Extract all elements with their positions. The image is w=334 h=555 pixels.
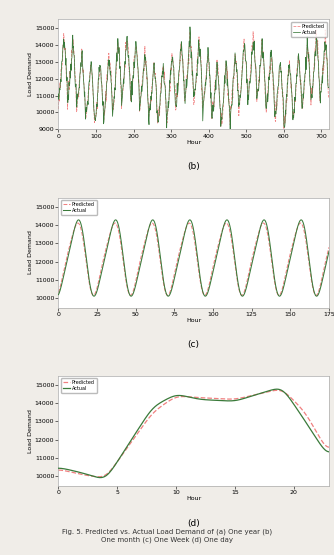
Actual (228, 126, 232, 133)
Predicted (143, 239, 147, 246)
X-axis label: Hour: Hour (186, 140, 201, 145)
Predicted (56, 105, 60, 112)
Predicted (153, 223, 157, 230)
Line: Actual: Actual (58, 389, 329, 478)
Actual (315, 293, 319, 300)
Predicted (218, 395, 222, 402)
Actual (56, 90, 60, 97)
Actual (56, 291, 60, 298)
Predicted (125, 284, 129, 290)
Legend: Predicted, Actual: Predicted, Actual (291, 22, 327, 37)
Actual (322, 445, 326, 452)
Actual (229, 227, 233, 234)
Actual (153, 219, 157, 226)
Predicted (229, 232, 233, 239)
Predicted (61, 43, 65, 49)
Line: Predicted: Predicted (58, 30, 329, 129)
Actual (61, 41, 65, 48)
Line: Predicted: Predicted (58, 390, 329, 477)
X-axis label: Hour: Hour (186, 318, 201, 323)
Predicted (327, 94, 331, 101)
Predicted (89, 67, 93, 74)
Predicted (117, 49, 121, 56)
Text: (d): (d) (187, 518, 200, 528)
Predicted (203, 395, 207, 401)
Text: (c): (c) (188, 340, 200, 350)
Predicted (282, 126, 286, 133)
Predicted (299, 220, 303, 226)
Y-axis label: Load Demand: Load Demand (28, 230, 33, 275)
Y-axis label: Load Demand: Load Demand (28, 53, 33, 97)
Actual (235, 66, 239, 73)
Predicted (56, 289, 60, 296)
Line: Actual: Actual (58, 220, 329, 296)
Actual (187, 393, 191, 400)
Predicted (174, 265, 178, 271)
Actual (117, 50, 121, 57)
Legend: Predicted, Actual: Predicted, Actual (61, 200, 97, 215)
Actual (203, 396, 207, 403)
Actual (327, 448, 331, 455)
Line: Actual: Actual (58, 27, 329, 129)
Predicted (323, 27, 327, 33)
Line: Predicted: Predicted (58, 223, 329, 295)
Predicted (131, 77, 135, 83)
Actual (98, 475, 102, 481)
Actual (143, 241, 147, 248)
Predicted (226, 89, 230, 95)
Predicted (97, 473, 101, 480)
Predicted (234, 58, 238, 64)
Predicted (327, 444, 331, 451)
Legend: Predicted, Actual: Predicted, Actual (61, 378, 97, 393)
Predicted (166, 292, 170, 299)
Predicted (187, 393, 191, 400)
Predicted (185, 393, 189, 400)
Predicted (279, 387, 283, 394)
Actual (131, 73, 135, 80)
Actual (327, 248, 331, 255)
Predicted (67, 244, 71, 250)
Predicted (322, 440, 326, 447)
Predicted (327, 244, 331, 251)
X-axis label: Hour: Hour (186, 496, 201, 501)
Actual (174, 269, 178, 276)
Predicted (275, 387, 279, 393)
Actual (56, 465, 60, 472)
Actual (185, 393, 189, 400)
Y-axis label: Load Demand: Load Demand (28, 408, 33, 452)
Actual (327, 84, 331, 91)
Actual (188, 23, 192, 30)
Predicted (56, 467, 60, 473)
Actual (67, 248, 71, 255)
Actual (227, 96, 231, 103)
Actual (218, 397, 222, 404)
Actual (275, 386, 279, 392)
Actual (125, 282, 129, 289)
Actual (89, 58, 93, 65)
Text: (b): (b) (187, 163, 200, 171)
Actual (279, 387, 283, 393)
Actual (76, 216, 80, 223)
Text: Fig. 5. Predicted vs. Actual Load Demand of (a) One year (b)
One month (c) One W: Fig. 5. Predicted vs. Actual Load Demand… (62, 529, 272, 543)
